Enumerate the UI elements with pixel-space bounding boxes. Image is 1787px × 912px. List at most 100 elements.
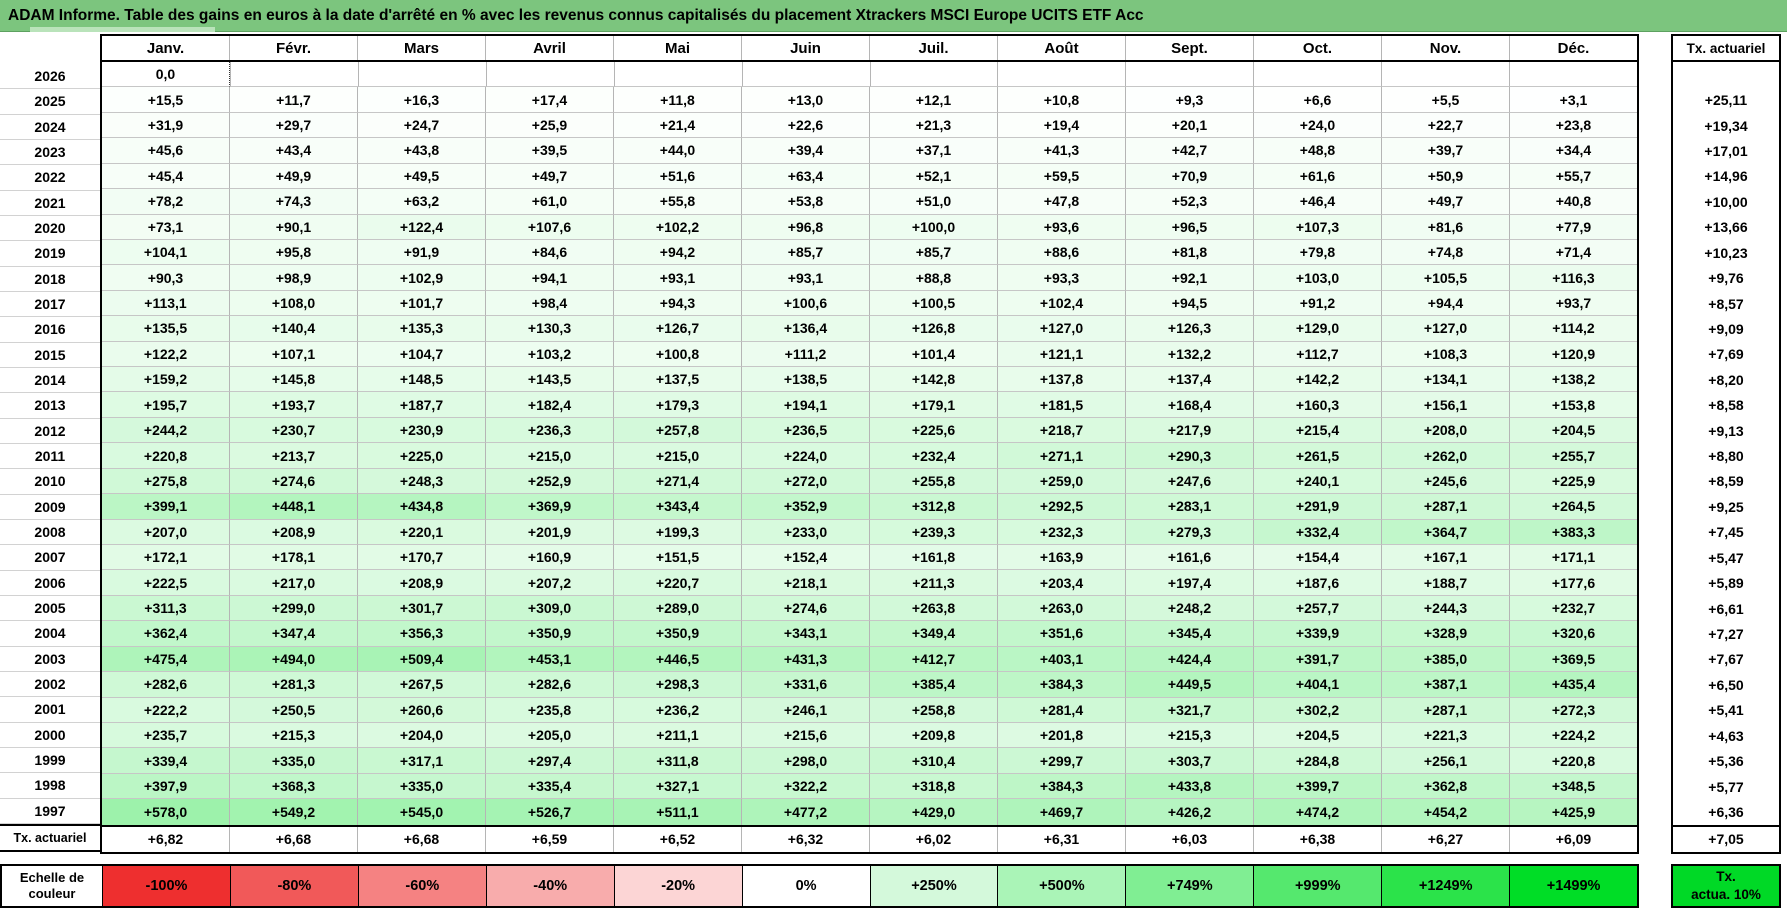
month-header-cell[interactable]: Juin	[741, 36, 869, 60]
data-cell[interactable]: +247,6	[1125, 468, 1253, 495]
data-cell[interactable]: +284,8	[1253, 748, 1381, 774]
data-cell[interactable]: +303,7	[1125, 748, 1253, 774]
data-cell[interactable]: +475,4	[102, 646, 229, 673]
data-cell[interactable]: +167,1	[1381, 545, 1509, 571]
data-cell[interactable]: +399,7	[1253, 773, 1381, 800]
year-label[interactable]: 2013	[0, 393, 100, 419]
data-cell[interactable]: +318,8	[869, 773, 997, 800]
data-cell[interactable]: +113,1	[102, 290, 229, 317]
data-cell[interactable]: +275,8	[102, 468, 229, 495]
data-cell[interactable]: +215,3	[1125, 722, 1253, 749]
data-cell[interactable]: +310,4	[869, 748, 997, 774]
data-cell[interactable]: +425,9	[1509, 799, 1637, 825]
data-cell[interactable]: +215,6	[741, 722, 869, 749]
data-cell[interactable]: +236,5	[741, 417, 869, 444]
data-cell[interactable]: +261,5	[1253, 443, 1381, 469]
data-cell[interactable]: +52,3	[1125, 189, 1253, 215]
year-label[interactable]: 2011	[0, 444, 100, 470]
data-cell[interactable]	[741, 62, 870, 88]
data-cell[interactable]: +217,9	[1125, 417, 1253, 444]
data-cell[interactable]: +127,0	[1381, 316, 1509, 342]
data-cell[interactable]: +509,4	[357, 646, 485, 673]
data-cell[interactable]: +122,2	[102, 341, 229, 368]
data-cell[interactable]: +297,4	[485, 748, 613, 774]
tx-row-cell[interactable]: +6,38	[1253, 826, 1381, 853]
data-cell[interactable]: +429,0	[869, 799, 997, 825]
data-cell[interactable]: +5,5	[1381, 87, 1509, 113]
data-cell[interactable]: +24,0	[1253, 112, 1381, 139]
data-cell[interactable]	[229, 62, 358, 88]
tx-row-cell[interactable]: +6,68	[357, 826, 485, 853]
data-cell[interactable]: +53,8	[741, 189, 869, 215]
data-cell[interactable]: +549,2	[229, 799, 357, 825]
data-cell[interactable]: +215,0	[613, 443, 741, 469]
data-cell[interactable]: +194,1	[741, 392, 869, 418]
data-cell[interactable]: +322,2	[741, 773, 869, 800]
data-cell[interactable]: +94,5	[1125, 290, 1253, 317]
data-cell[interactable]: +271,1	[997, 443, 1125, 469]
data-cell[interactable]: +114,2	[1509, 316, 1637, 342]
data-cell[interactable]: +224,0	[741, 443, 869, 469]
data-cell[interactable]: +161,6	[1125, 545, 1253, 571]
data-cell[interactable]: +222,2	[102, 697, 229, 723]
data-cell[interactable]: +132,2	[1125, 341, 1253, 368]
data-cell[interactable]: +224,2	[1509, 722, 1637, 749]
data-cell[interactable]: +221,3	[1381, 722, 1509, 749]
data-cell[interactable]: +78,2	[102, 189, 229, 215]
data-cell[interactable]: +328,9	[1381, 621, 1509, 647]
data-cell[interactable]: +331,6	[741, 672, 869, 698]
year-label[interactable]: 2018	[0, 267, 100, 292]
data-cell[interactable]: +74,3	[229, 189, 357, 215]
tx-cell[interactable]: +9,13	[1708, 422, 1744, 439]
month-header-cell[interactable]: Juil.	[869, 36, 997, 60]
data-cell[interactable]: +292,5	[997, 494, 1125, 520]
year-label[interactable]: 2026	[0, 64, 100, 90]
data-cell[interactable]: +267,5	[357, 672, 485, 698]
data-cell[interactable]: +22,6	[741, 112, 869, 139]
tx-row-label[interactable]: Tx. actuariel	[0, 823, 100, 853]
data-cell[interactable]: +332,4	[1253, 519, 1381, 546]
tx-cell[interactable]: +5,89	[1708, 575, 1744, 592]
year-label[interactable]: 2009	[0, 495, 100, 520]
data-cell[interactable]: +545,0	[357, 799, 485, 825]
data-cell[interactable]: +17,4	[485, 87, 613, 113]
data-cell[interactable]: +256,1	[1381, 748, 1509, 774]
data-cell[interactable]: +43,4	[229, 138, 357, 164]
tx-cell[interactable]: +8,58	[1708, 397, 1744, 414]
data-cell[interactable]: +298,3	[613, 672, 741, 698]
data-cell[interactable]: +255,7	[1509, 443, 1637, 469]
data-cell[interactable]: +404,1	[1253, 672, 1381, 698]
data-cell[interactable]: +317,1	[357, 748, 485, 774]
data-cell[interactable]: +100,0	[869, 214, 997, 240]
data-cell[interactable]: +526,7	[485, 799, 613, 825]
data-cell[interactable]	[485, 62, 614, 88]
data-cell[interactable]: +204,0	[357, 722, 485, 749]
data-cell[interactable]: +21,3	[869, 112, 997, 139]
data-cell[interactable]: +368,3	[229, 773, 357, 800]
tx-row-cell[interactable]: +6,68	[229, 826, 357, 853]
data-cell[interactable]: +29,7	[229, 112, 357, 139]
data-cell[interactable]: +9,3	[1125, 87, 1253, 113]
data-cell[interactable]: +397,9	[102, 773, 229, 800]
year-label[interactable]: 2021	[0, 191, 100, 216]
data-cell[interactable]: +431,3	[741, 646, 869, 673]
data-cell[interactable]: +248,3	[357, 468, 485, 495]
data-cell[interactable]: +208,9	[357, 570, 485, 596]
data-cell[interactable]: +255,8	[869, 468, 997, 495]
data-cell[interactable]: +95,8	[229, 239, 357, 266]
data-cell[interactable]: +232,7	[1509, 595, 1637, 622]
data-cell[interactable]	[1509, 62, 1638, 88]
data-cell[interactable]: +291,9	[1253, 494, 1381, 520]
data-cell[interactable]: +94,4	[1381, 290, 1509, 317]
data-cell[interactable]: +177,6	[1509, 570, 1637, 596]
year-label[interactable]: 1999	[0, 748, 100, 774]
data-cell[interactable]: +90,1	[229, 214, 357, 240]
tx-row-cell[interactable]: +6,03	[1125, 826, 1253, 853]
data-cell[interactable]: +217,0	[229, 570, 357, 596]
data-cell[interactable]: +84,6	[485, 239, 613, 266]
data-cell[interactable]: +159,2	[102, 367, 229, 393]
data-cell[interactable]: +235,7	[102, 722, 229, 749]
data-cell[interactable]: +263,0	[997, 595, 1125, 622]
data-cell[interactable]: +178,1	[229, 545, 357, 571]
data-cell[interactable]: +222,5	[102, 570, 229, 596]
